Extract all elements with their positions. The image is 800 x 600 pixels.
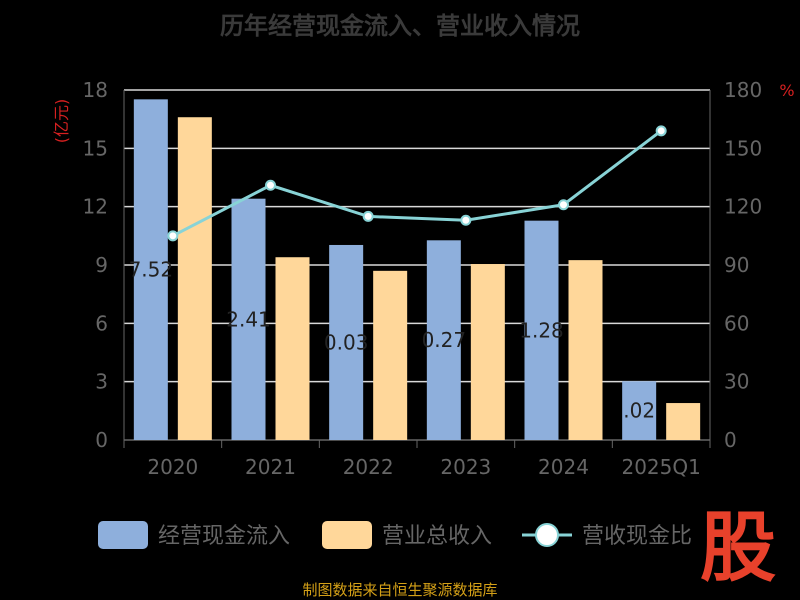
ratio-point (558, 199, 569, 211)
bar-labels: 7.52 2.41 0.03 0.27 1.28 .02 (129, 258, 656, 423)
right-tick-label: 90 (724, 253, 749, 277)
x-tick-label: 2024 (538, 455, 589, 479)
revenue-bar (177, 117, 212, 440)
x-tick-labels: 2020 2021 2022 2023 2024 2025Q1 (147, 455, 700, 479)
legend-marker (535, 523, 559, 547)
ratio-point (167, 230, 179, 242)
legend: 经营现金流入 营业总收入 营收现金比 (98, 521, 692, 549)
legend-label: 营收现金比 (582, 524, 692, 549)
bar-data-label: .02 (623, 399, 655, 423)
right-tick-label: 180 (724, 78, 762, 102)
revenue-bar (373, 270, 408, 440)
cash-inflow-bar (329, 244, 364, 440)
bar-data-label: 0.27 (422, 328, 467, 352)
left-tick-label: 18 (83, 78, 108, 102)
x-tick-label: 2021 (245, 455, 296, 479)
left-axis-unit: (亿元) (52, 99, 71, 144)
cash-inflow-bar (426, 240, 461, 440)
right-axis-unit: % (779, 81, 794, 100)
right-tick-label: 30 (724, 370, 749, 394)
ratio-point (655, 125, 667, 137)
left-tick-label: 12 (83, 195, 108, 219)
right-tick-label: 150 (724, 136, 762, 160)
x-tick-label: 2025Q1 (621, 455, 700, 479)
bars (133, 99, 701, 440)
revenue-bar (470, 264, 505, 440)
ratio-point (265, 179, 276, 191)
cash-inflow-bar (133, 99, 168, 440)
cash-inflow-bar (524, 220, 559, 440)
chart-title: 历年经营现金流入、营业收入情况 (220, 12, 580, 40)
left-tick-label: 15 (83, 136, 108, 160)
bar-data-label: 7.52 (129, 258, 174, 282)
left-tick-label: 3 (95, 370, 108, 394)
left-tick-label: 9 (95, 253, 108, 277)
x-tick-label: 2022 (343, 455, 394, 479)
x-tick-label: 2023 (440, 455, 491, 479)
right-tick-label: 120 (724, 195, 762, 219)
ratio-line (167, 125, 667, 242)
cash-inflow-bar (622, 381, 657, 440)
logo: 股 (700, 503, 776, 592)
revenue-bar (568, 260, 603, 440)
ratio-line-path (172, 129, 663, 238)
legend-swatch (322, 521, 372, 549)
legend-swatch (98, 521, 148, 549)
legend-label: 营业总收入 (382, 524, 492, 549)
bar-data-label: 0.03 (324, 330, 369, 354)
cash-inflow-bar (231, 198, 266, 440)
bar-data-label: 2.41 (226, 307, 271, 331)
revenue-bar (275, 257, 310, 440)
left-tick-label: 6 (95, 311, 108, 335)
right-tick-label: 0 (724, 428, 737, 452)
grid (124, 89, 710, 383)
left-tick-label: 0 (95, 428, 108, 452)
bar-data-label: 1.28 (519, 318, 564, 342)
ratio-point (362, 210, 374, 222)
legend-label: 经营现金流入 (158, 524, 290, 549)
source-note: 制图数据来自恒生聚源数据库 (302, 581, 497, 599)
revenue-bar (666, 403, 701, 440)
x-tick-label: 2020 (147, 455, 198, 479)
right-tick-label: 60 (724, 311, 749, 335)
ratio-point (460, 214, 472, 226)
